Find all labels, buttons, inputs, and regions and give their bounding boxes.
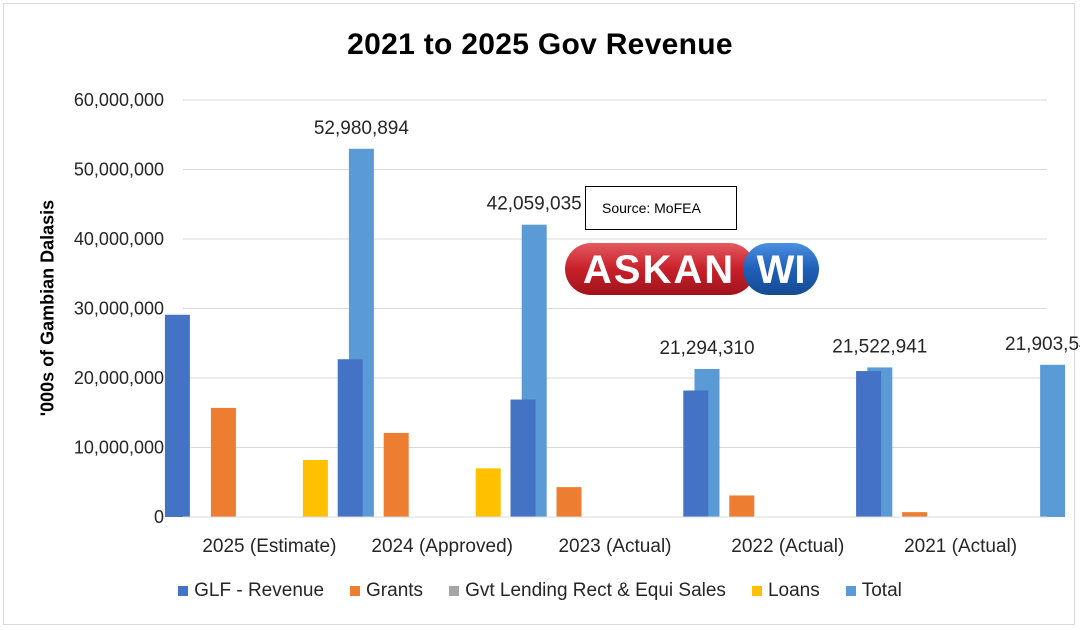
data-label: 42,059,035 [487,194,582,215]
legend-item: Gvt Lending Rect & Equi Sales [449,580,726,602]
legend-label: Grants [366,580,424,601]
bar [683,390,709,517]
x-tick-label: 2024 (Approved) [371,536,513,557]
legend-label: Total [861,580,902,601]
y-tick-label: 50,000,000 [74,160,164,180]
y-tick-label: 10,000,000 [74,438,164,458]
legend-label: Loans [767,580,820,601]
bar [556,487,582,517]
x-tick-label: 2021 (Actual) [904,536,1017,557]
bar [164,314,190,517]
bar [510,399,536,517]
bar [856,371,882,517]
legend-label: GLF - Revenue [194,580,325,601]
y-tick-label: 60,000,000 [74,90,164,110]
legend-swatch [178,586,189,596]
legend-swatch [751,586,762,596]
x-tick-label: 2022 (Actual) [731,536,844,557]
svg-text:ASKAN: ASKAN [583,248,735,292]
svg-text:WI: WI [757,248,806,292]
legend-item: Grants [350,580,423,602]
data-label: 21,522,941 [832,336,927,357]
legend-swatch [845,586,856,596]
bar [210,407,236,517]
askanwi-logo: ASKAN WI [565,243,819,295]
x-tick-label: 2023 (Actual) [558,536,671,557]
chart-title: 2021 to 2025 Gov Revenue [347,28,733,61]
bar [383,432,409,517]
bar [475,468,501,517]
bar [1040,364,1066,517]
legend-label: Gvt Lending Rect & Equi Sales [465,580,726,601]
y-tick-label: 30,000,000 [74,299,164,319]
bar [337,359,363,517]
x-tick-label: 2025 (Estimate) [202,536,336,557]
legend-swatch [350,586,361,596]
legend-swatch [449,586,460,596]
data-label: 21,903,540 [1005,334,1080,355]
bar [302,460,328,517]
data-label: 21,294,310 [659,338,754,359]
y-tick-label: 0 [154,507,164,527]
bar [729,495,755,517]
legend-item: Loans [751,580,820,602]
data-label: 52,980,894 [314,118,410,139]
legend-item: GLF - Revenue [178,580,324,602]
bar [902,512,928,517]
chart-legend: GLF - Revenue Grants Gvt Lending Rect & Eq… [0,580,1080,602]
y-tick-label: 40,000,000 [74,229,164,249]
legend-item: Total [845,580,902,602]
y-tick-label: 20,000,000 [74,368,164,388]
source-note: Source: MoFEA [585,186,737,230]
